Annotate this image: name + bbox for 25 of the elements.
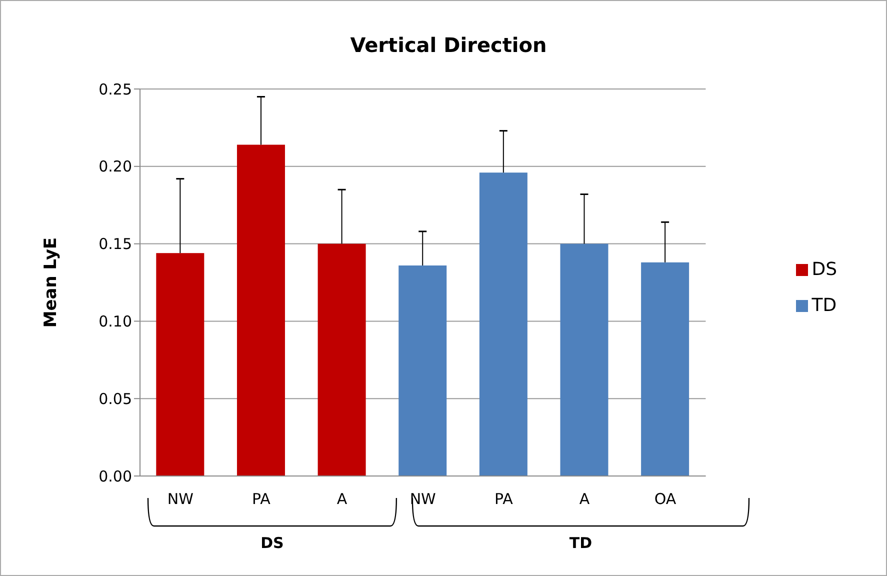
x-tick-label: A — [579, 490, 590, 508]
bar — [479, 172, 528, 476]
x-tick-label: OA — [654, 490, 677, 508]
y-tick-label: 0.25 — [98, 80, 132, 98]
bar — [236, 144, 285, 476]
bar — [398, 265, 447, 476]
y-tick-label: 0.10 — [98, 312, 132, 331]
x-tick-label: NW — [167, 490, 194, 508]
y-axis-title: Mean LyE — [41, 237, 62, 328]
chart-title: Vertical Direction — [350, 33, 547, 57]
x-tick-label: PA — [252, 490, 272, 508]
legend-label: TD — [812, 295, 837, 316]
x-tick-label: PA — [494, 490, 514, 508]
bar — [641, 262, 690, 476]
y-tick-label: 0.05 — [98, 390, 132, 408]
bar — [156, 253, 204, 476]
y-tick-label: 0.00 — [98, 467, 132, 486]
y-tick-label: 0.20 — [98, 158, 132, 176]
text: DS — [260, 534, 284, 552]
bar — [318, 244, 366, 476]
y-tick-label: 0.15 — [98, 235, 132, 254]
bar — [560, 244, 608, 476]
legend-label: DS — [812, 259, 837, 280]
text: TD — [569, 534, 592, 552]
x-tick-label: A — [336, 490, 348, 508]
